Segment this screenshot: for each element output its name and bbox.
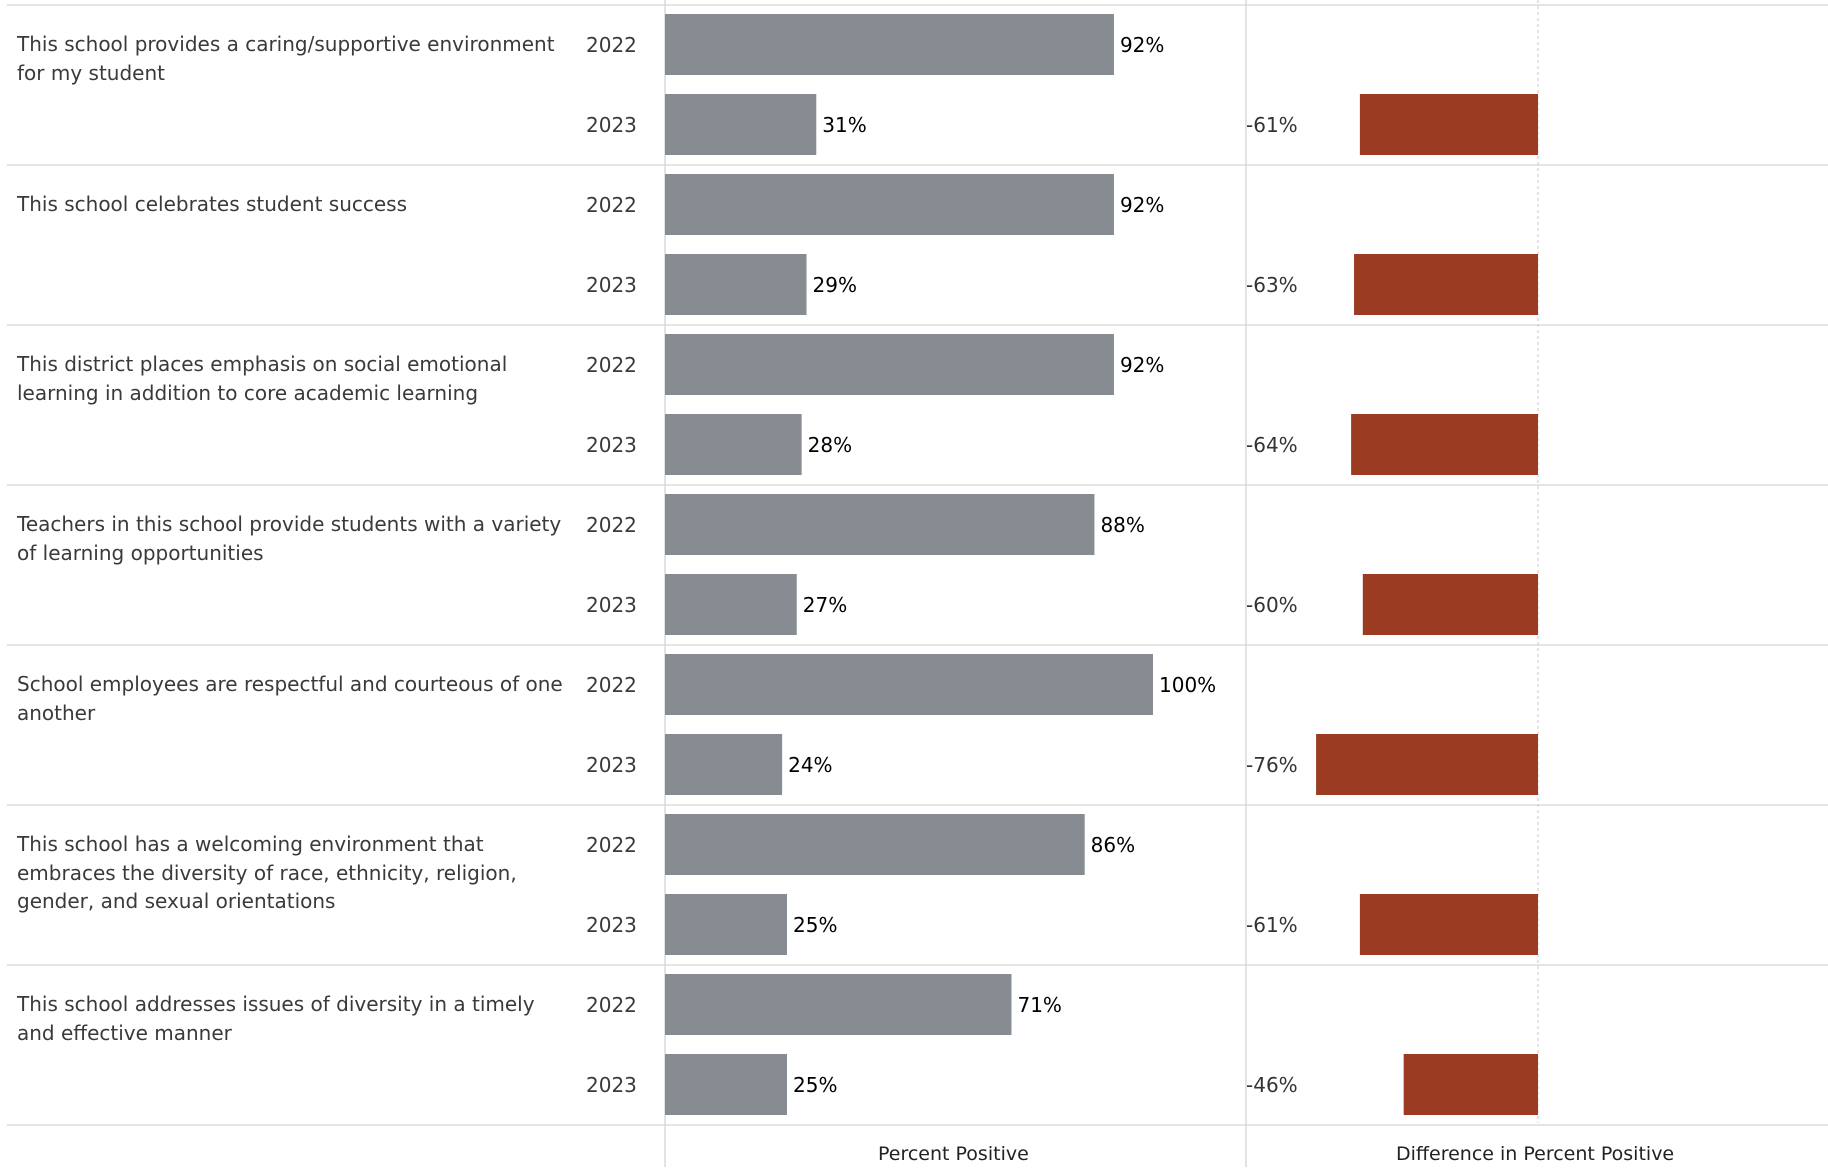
year-label: 2022	[586, 992, 637, 1017]
difference-bar	[1359, 894, 1538, 955]
question-label: Teachers in this school provide students…	[17, 512, 562, 565]
question-label: This district places emphasis on social …	[17, 352, 508, 405]
difference-value-label: -64%	[1246, 432, 1298, 457]
percent-bar	[665, 334, 1114, 395]
year-label: 2023	[586, 752, 637, 777]
year-label: 2023	[586, 272, 637, 297]
year-label: 2022	[586, 512, 637, 537]
year-label: 2023	[586, 1072, 637, 1097]
percent-bar	[665, 14, 1114, 75]
bar-value-label: 92%	[1119, 192, 1165, 217]
difference-bar	[1403, 1054, 1538, 1115]
difference-bar	[1316, 734, 1538, 795]
difference-value-label: -63%	[1246, 272, 1298, 297]
percent-bar	[665, 414, 802, 475]
year-label: 2022	[586, 32, 637, 57]
bar-value-label: 29%	[812, 272, 857, 297]
year-label: 2023	[586, 112, 637, 137]
year-label: 2022	[586, 832, 637, 857]
percent-bar	[665, 974, 1012, 1035]
bar-value-label: 92%	[1119, 32, 1165, 57]
bar-value-label: 25%	[793, 912, 838, 937]
year-label: 2022	[586, 192, 637, 217]
percent-bar	[665, 894, 787, 955]
difference-bar	[1359, 94, 1538, 155]
percent-bar	[665, 174, 1114, 235]
difference-value-label: -46%	[1246, 1072, 1298, 1097]
bar-value-label: 31%	[822, 112, 867, 137]
year-label: 2023	[586, 912, 637, 937]
percent-bar	[665, 654, 1153, 715]
year-label: 2022	[586, 352, 637, 377]
percent-bar	[665, 574, 797, 635]
bar-value-label: 25%	[793, 1072, 838, 1097]
difference-value-label: -76%	[1246, 752, 1298, 777]
percent-bar	[665, 494, 1095, 555]
bar-value-label: 71%	[1017, 992, 1062, 1017]
year-label: 2023	[586, 432, 637, 457]
question-label: This school celebrates student success	[17, 192, 408, 216]
percent-axis-title: Percent Positive	[878, 1143, 1029, 1165]
difference-value-label: -61%	[1246, 912, 1298, 937]
difference-value-label: -60%	[1246, 592, 1298, 617]
difference-axis-title: Difference in Percent Positive	[1396, 1143, 1675, 1165]
difference-value-label: -61%	[1246, 112, 1298, 137]
difference-bar	[1362, 574, 1538, 635]
bar-value-label: 88%	[1100, 512, 1145, 537]
percent-bar	[665, 814, 1085, 875]
year-label: 2023	[586, 592, 637, 617]
question-label: This school addresses issues of diversit…	[17, 992, 535, 1045]
year-label: 2022	[586, 672, 637, 697]
bar-value-label: 28%	[807, 432, 853, 457]
bar-value-label: 92%	[1119, 352, 1165, 377]
question-label: This school has a welcoming environment …	[17, 832, 517, 913]
bar-value-label: 27%	[802, 592, 848, 617]
difference-bar	[1351, 414, 1538, 475]
bar-value-label: 100%	[1159, 672, 1217, 697]
percent-bar	[665, 1054, 787, 1115]
question-label: School employees are respectful and cour…	[17, 672, 563, 725]
percent-bar	[665, 94, 817, 155]
bar-value-label: 24%	[788, 752, 833, 777]
percent-bar	[665, 254, 807, 315]
question-label: This school provides a caring/supportive…	[17, 32, 555, 85]
difference-bar	[1354, 254, 1538, 315]
percent-bar	[665, 734, 783, 795]
bar-value-label: 86%	[1090, 832, 1136, 857]
